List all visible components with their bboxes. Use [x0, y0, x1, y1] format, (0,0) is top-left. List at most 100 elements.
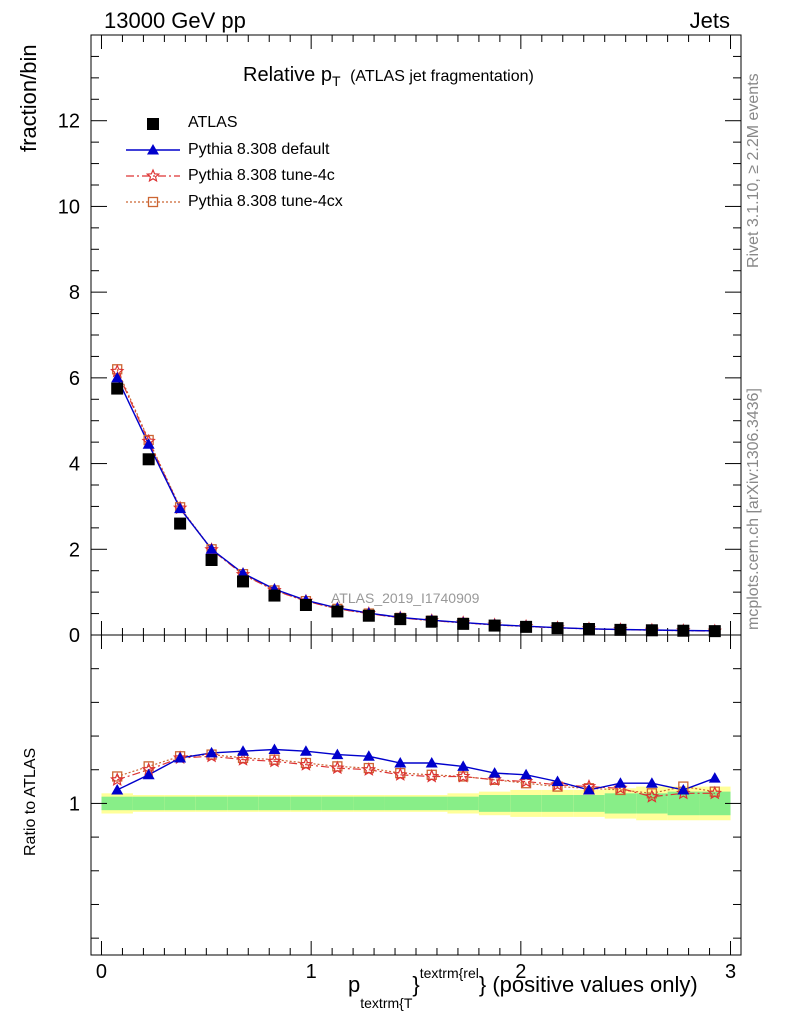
ratio-marker-tune4c	[235, 752, 251, 766]
band-inner-bin	[573, 795, 605, 812]
band-inner-bin	[384, 796, 416, 811]
band-inner-bin	[447, 796, 479, 811]
band-inner-bin	[416, 796, 448, 811]
uncertainty-band	[101, 786, 731, 821]
marker-atlas	[394, 613, 407, 626]
band-inner-bin	[478, 795, 511, 812]
ratio-marker-default	[331, 748, 344, 760]
marker-atlas	[582, 623, 595, 635]
ratio-marker-default	[520, 768, 533, 780]
ratio-marker-default	[645, 777, 658, 788]
title-sub: T	[331, 73, 341, 89]
marker-atlas	[677, 624, 690, 637]
ratio-marker-default	[237, 745, 250, 756]
xlabel-p: p	[348, 972, 361, 997]
ratio-line-default	[116, 748, 716, 791]
ratio-marker-tune4c	[518, 773, 534, 788]
band-inner-bin	[604, 793, 637, 814]
ratio-marker-tune4c	[455, 768, 471, 783]
legend-label-tune4c: Pythia 8.308 tune-4c	[188, 167, 335, 184]
legend-label-tune4cx: Pythia 8.308 tune-4cx	[188, 193, 343, 210]
ratio-marker-default	[457, 760, 470, 771]
xlabel-sup: textrm{rel	[419, 965, 479, 981]
marker-atlas	[551, 622, 564, 635]
marker-atlas	[488, 619, 501, 632]
series-line-default	[116, 377, 715, 632]
ratio-marker-tune4cx	[112, 771, 123, 782]
x-tick-label: 0	[96, 961, 107, 983]
band-inner-bin	[195, 796, 228, 811]
ratio-marker-default	[394, 757, 407, 768]
ratio-marker-tune4c	[550, 777, 565, 792]
ratio-marker-default	[174, 751, 187, 763]
series-markers	[110, 363, 722, 803]
ratio-marker-tune4c	[424, 768, 439, 783]
ratio-marker-default	[614, 777, 627, 788]
ratio-marker-default	[142, 768, 155, 780]
legend-symbol-default	[147, 144, 159, 155]
x-tick-label: 2	[515, 961, 526, 983]
marker-default	[205, 543, 218, 554]
ratio-tick-label: 1	[69, 793, 80, 815]
y-tick-label: 4	[69, 454, 80, 476]
marker-atlas	[142, 453, 155, 466]
y-tick-label: 0	[69, 625, 80, 647]
y-tick-label: 12	[58, 111, 80, 133]
band-inner-bin	[164, 796, 196, 811]
axes-frame	[90, 34, 742, 956]
band-inner-bin	[321, 796, 354, 811]
ratio-marker-tune4c	[487, 772, 502, 786]
marker-atlas	[174, 517, 187, 530]
marker-atlas	[237, 575, 250, 588]
xlabel-sub: textrm{T	[360, 995, 413, 1011]
marker-atlas	[614, 623, 627, 636]
marker-atlas	[457, 617, 470, 630]
legend-label-atlas: ATLAS	[188, 114, 238, 131]
marker-default	[142, 438, 155, 449]
ratio-marker-tune4c	[707, 785, 722, 800]
marker-atlas	[205, 554, 218, 566]
band-inner-bin	[101, 796, 133, 811]
band-inner-bin	[353, 796, 385, 811]
marker-atlas	[645, 624, 658, 637]
marker-atlas	[268, 589, 281, 602]
ratio-marker-default	[299, 745, 312, 756]
analysis-watermark: ATLAS_2019_I1740909	[331, 590, 480, 606]
legend-symbol-atlas	[147, 118, 159, 130]
band-inner-bin	[636, 793, 668, 814]
marker-atlas	[425, 615, 438, 628]
y-tick-label: 6	[69, 368, 80, 390]
ratio-marker-default	[582, 783, 595, 795]
y-tick-label: 8	[69, 282, 80, 304]
ratio-marker-tune4c	[361, 762, 377, 776]
y-tick-label: 10	[58, 196, 80, 218]
header-right: Jets	[689, 8, 730, 33]
ratio-marker-tune4c	[110, 772, 125, 786]
ratio-marker-default	[677, 783, 690, 795]
xlabel-brace: }	[412, 972, 420, 997]
ratio-marker-default	[708, 772, 721, 783]
band-inner-bin	[227, 796, 259, 811]
ratio-marker-tune4c	[330, 760, 345, 775]
plot-title: Relative pT (ATLAS jet fragmentation)	[243, 64, 534, 89]
top-panel-frame	[90, 34, 742, 636]
x-axis-label: ptextrm{T}textrm{rel} (positive values o…	[348, 965, 698, 1020]
marker-atlas	[520, 620, 533, 633]
ratio-marker-tune4c	[204, 748, 219, 763]
ratio-marker-default	[268, 743, 281, 755]
ratio-marker-default	[362, 750, 375, 761]
band-inner-bin	[132, 796, 165, 811]
ratio-marker-tune4c	[644, 789, 660, 803]
marker-atlas	[331, 605, 344, 618]
ratio-marker-default	[111, 783, 124, 795]
band-inner-bin	[290, 796, 322, 811]
marker-atlas	[362, 609, 375, 622]
legend-symbol-tune4cx	[147, 196, 159, 208]
ratio-marker-tune4c	[298, 757, 314, 771]
title-main: Relative p	[243, 64, 332, 86]
ratio-marker-default	[205, 746, 218, 758]
marker-default	[237, 567, 250, 578]
legend-label-default: Pythia 8.308 default	[188, 141, 330, 158]
